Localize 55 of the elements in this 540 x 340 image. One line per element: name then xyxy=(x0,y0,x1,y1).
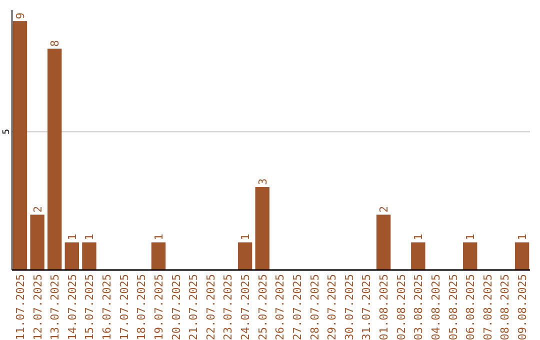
x-tick-label: 14.07.2025 xyxy=(66,274,79,340)
x-tick-label: 29.07.2025 xyxy=(326,274,339,340)
x-tick-label: 19.07.2025 xyxy=(152,274,166,340)
x-tick-label: 30.07.2025 xyxy=(342,274,356,340)
x-tick-label: 31.07.2025 xyxy=(360,274,374,340)
x-tick-label: 25.07.2025 xyxy=(256,274,270,340)
x-tick-label: 12.07.2025 xyxy=(31,274,44,340)
data-label: 9 xyxy=(14,12,27,20)
data-label: 3 xyxy=(256,178,270,186)
bar xyxy=(82,242,96,270)
bar xyxy=(64,242,79,270)
data-label: 1 xyxy=(412,234,426,240)
x-tick-label: 27.07.2025 xyxy=(290,274,304,340)
data-label: 2 xyxy=(31,206,44,213)
data-label: 1 xyxy=(239,234,252,240)
x-tick-label: 24.07.2025 xyxy=(239,274,252,340)
data-label: 1 xyxy=(83,234,96,240)
x-tick-label: 28.07.2025 xyxy=(308,274,322,340)
bar xyxy=(514,242,530,270)
data-label: 1 xyxy=(152,234,166,240)
x-tick-label: 08.08.2025 xyxy=(498,274,512,340)
x-tick-label: 18.07.2025 xyxy=(135,274,148,340)
x-tick-label: 04.08.2025 xyxy=(429,274,442,340)
bar xyxy=(255,187,270,270)
x-tick-label: 07.08.2025 xyxy=(481,274,494,340)
bar xyxy=(12,21,28,270)
x-tick-label: 03.08.2025 xyxy=(412,274,426,340)
bar xyxy=(47,48,62,270)
x-tick-label: 09.08.2025 xyxy=(516,274,530,340)
bar xyxy=(376,214,391,270)
x-tick-label: 20.07.2025 xyxy=(170,274,183,340)
x-tick-label: 23.07.2025 xyxy=(222,274,235,340)
data-label: 8 xyxy=(48,40,62,47)
bar xyxy=(238,242,252,270)
data-label: 1 xyxy=(66,234,79,240)
x-tick-label: 01.08.2025 xyxy=(378,274,391,340)
bar xyxy=(151,242,166,270)
x-tick-label: 26.07.2025 xyxy=(274,274,287,340)
x-tick-label: 06.08.2025 xyxy=(464,274,478,340)
y-tick-label: 5 xyxy=(2,128,12,134)
x-tick-label: 11.07.2025 xyxy=(14,274,27,340)
x-tick-label: 16.07.2025 xyxy=(100,274,114,340)
data-label: 1 xyxy=(516,234,530,240)
bar xyxy=(463,242,478,270)
x-tick-label: 17.07.2025 xyxy=(118,274,131,340)
x-tick-label: 22.07.2025 xyxy=(204,274,218,340)
x-tick-label: 02.08.2025 xyxy=(394,274,408,340)
x-tick-label: 21.07.2025 xyxy=(187,274,200,340)
x-tick-label: 05.08.2025 xyxy=(446,274,460,340)
data-label: 1 xyxy=(464,234,478,240)
x-tick-label: 15.07.2025 xyxy=(83,274,96,340)
x-tick-label: 13.07.2025 xyxy=(48,274,62,340)
bar xyxy=(411,242,426,270)
bar xyxy=(30,214,44,270)
data-label: 2 xyxy=(378,206,391,213)
